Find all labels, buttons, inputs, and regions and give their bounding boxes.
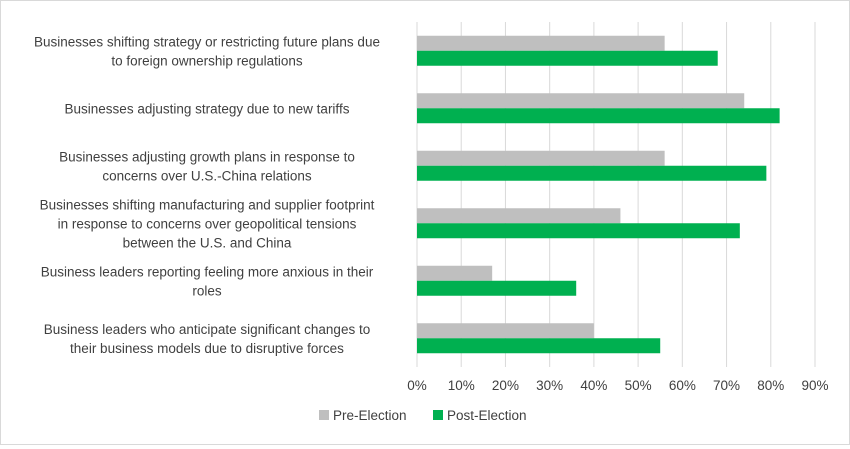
post-election-legend-swatch [433, 410, 443, 420]
pre-election-bar [417, 150, 665, 166]
category-label: Business leaders who anticipate signific… [44, 322, 370, 356]
x-tick-label: 60% [669, 378, 696, 393]
x-tick-label: 50% [625, 378, 652, 393]
pre-election-bar [417, 93, 745, 109]
post-election-bar [417, 108, 780, 124]
pre-election-bar [417, 323, 594, 339]
pre-election-bar [417, 265, 493, 281]
x-tick-label: 40% [580, 378, 607, 393]
x-tick-label: 90% [801, 378, 828, 393]
category-label: Businesses adjusting strategy due to new… [65, 101, 350, 116]
x-tick-label: 0% [407, 378, 427, 393]
category-label: Businesses shifting manufacturing and su… [40, 197, 375, 250]
x-tick-label: 10% [448, 378, 475, 393]
pre-election-legend-swatch [319, 410, 329, 420]
post-election-bar [417, 223, 740, 239]
x-tick-label: 20% [492, 378, 519, 393]
post-election-bar [417, 50, 718, 66]
bars [417, 35, 780, 354]
x-tick-label: 30% [536, 378, 563, 393]
category-labels: Businesses shifting strategy or restrict… [34, 34, 380, 356]
category-label: Businesses adjusting growth plans in res… [59, 149, 355, 183]
pre-election-bar [417, 208, 621, 224]
x-tick-label: 70% [713, 378, 740, 393]
category-label: Businesses shifting strategy or restrict… [34, 34, 380, 68]
post-election-bar [417, 165, 767, 181]
pre-election-legend-label: Pre-Election [333, 408, 407, 423]
category-label: Business leaders reporting feeling more … [41, 264, 374, 298]
post-election-bar [417, 280, 577, 296]
gridlines [416, 22, 816, 367]
x-tick-label: 80% [757, 378, 784, 393]
x-tick-labels: 0% 10% 20% 30% 40% 50% 60% 70% 80% 90% [407, 378, 828, 393]
pre-election-bar [417, 35, 665, 51]
post-election-bar [417, 338, 661, 354]
post-election-legend-label: Post-Election [447, 408, 527, 423]
legend: Pre-Election Post-Election [319, 408, 527, 423]
